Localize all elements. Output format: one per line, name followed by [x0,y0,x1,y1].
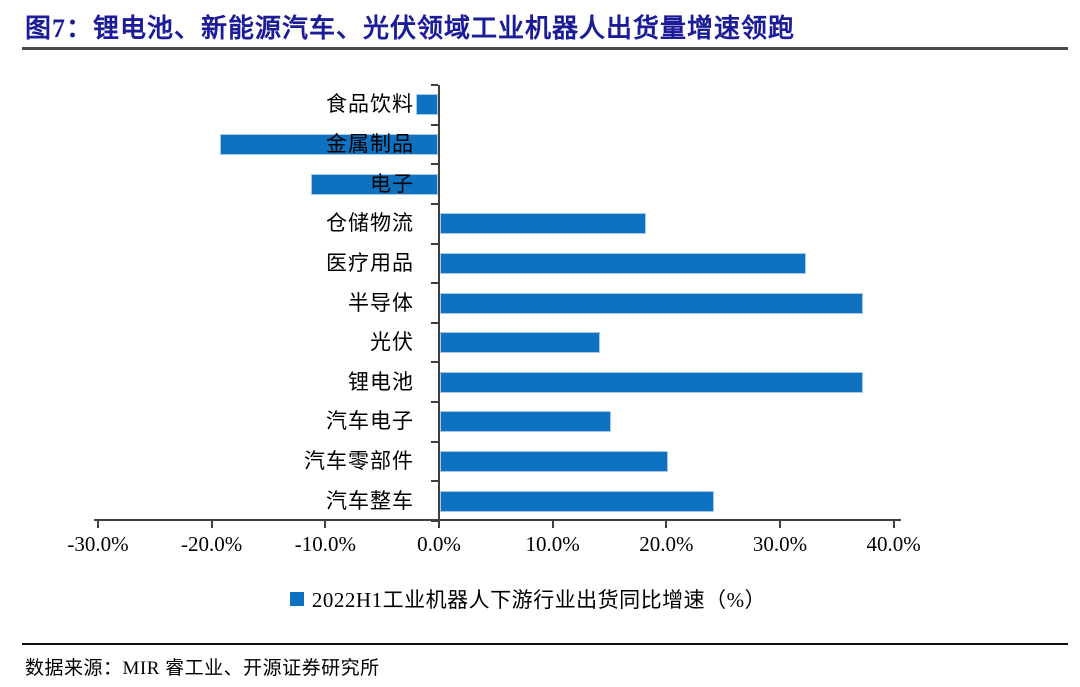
category-label: 仓储物流 [326,211,414,236]
x-axis-tick [324,519,327,528]
bar [440,252,807,274]
x-axis-tick [551,519,554,528]
x-tick-label: 40.0% [866,532,921,556]
x-tick-label: 10.0% [525,532,580,556]
x-axis-line [94,519,901,521]
category-label: 半导体 [348,290,414,315]
x-axis-tick [438,519,440,528]
data-source: 数据来源：MIR 睿工业、开源证券研究所 [25,658,380,679]
footer-divider [22,643,1068,645]
bar [440,371,863,393]
x-tick-label: 0.0% [417,532,461,556]
bar [440,451,669,473]
x-tick-label: -20.0% [181,532,243,556]
category-axis-tick [431,242,438,245]
chart-legend: 2022H1工业机器人下游行业出货同比增速（%） [0,584,1056,614]
category-axis-tick [431,480,438,483]
bar [440,213,646,235]
x-tick-label: -10.0% [294,532,356,556]
category-axis-tick [431,401,438,404]
x-axis-tick [96,519,99,528]
category-axis-tick [431,123,438,126]
category-axis-tick [431,84,438,86]
bar [440,292,863,314]
category-label: 光伏 [370,330,414,355]
x-axis-tick [665,519,668,528]
bar [310,173,438,195]
bar [219,133,438,155]
x-axis-tick [210,519,213,528]
x-tick-label: 30.0% [752,532,808,556]
bar [416,94,438,116]
category-label: 汽车零部件 [304,449,414,474]
x-tick-label: -30.0% [67,532,129,556]
category-axis-tick [431,520,438,522]
bar [440,411,611,433]
x-axis-tick [892,519,895,528]
x-tick-label: 20.0% [639,532,694,556]
category-label: 汽车整车 [326,488,414,513]
title-divider [22,47,1068,50]
value-axis-line [438,85,440,521]
category-axis-tick [431,282,438,285]
bar [440,490,714,512]
category-label: 食品饮料 [326,92,414,117]
category-label: 金属制品 [326,131,414,156]
category-axis-tick [431,440,438,443]
category-axis-tick [431,202,438,205]
category-axis-tick [431,361,438,364]
figure-title: 图7：锂电池、新能源汽车、光伏领域工业机器人出货量增速领跑 [25,14,796,43]
category-label: 锂电池 [348,369,414,394]
bar [440,332,601,354]
legend-swatch [289,592,304,606]
legend-label: 2022H1工业机器人下游行业出货同比增速（%） [311,588,767,612]
category-label: 医疗用品 [326,250,414,275]
category-label: 汽车电子 [326,409,414,434]
category-axis-tick [431,163,438,166]
category-label: 电子 [370,171,414,196]
category-axis-tick [431,321,438,324]
x-axis-tick [779,519,781,528]
